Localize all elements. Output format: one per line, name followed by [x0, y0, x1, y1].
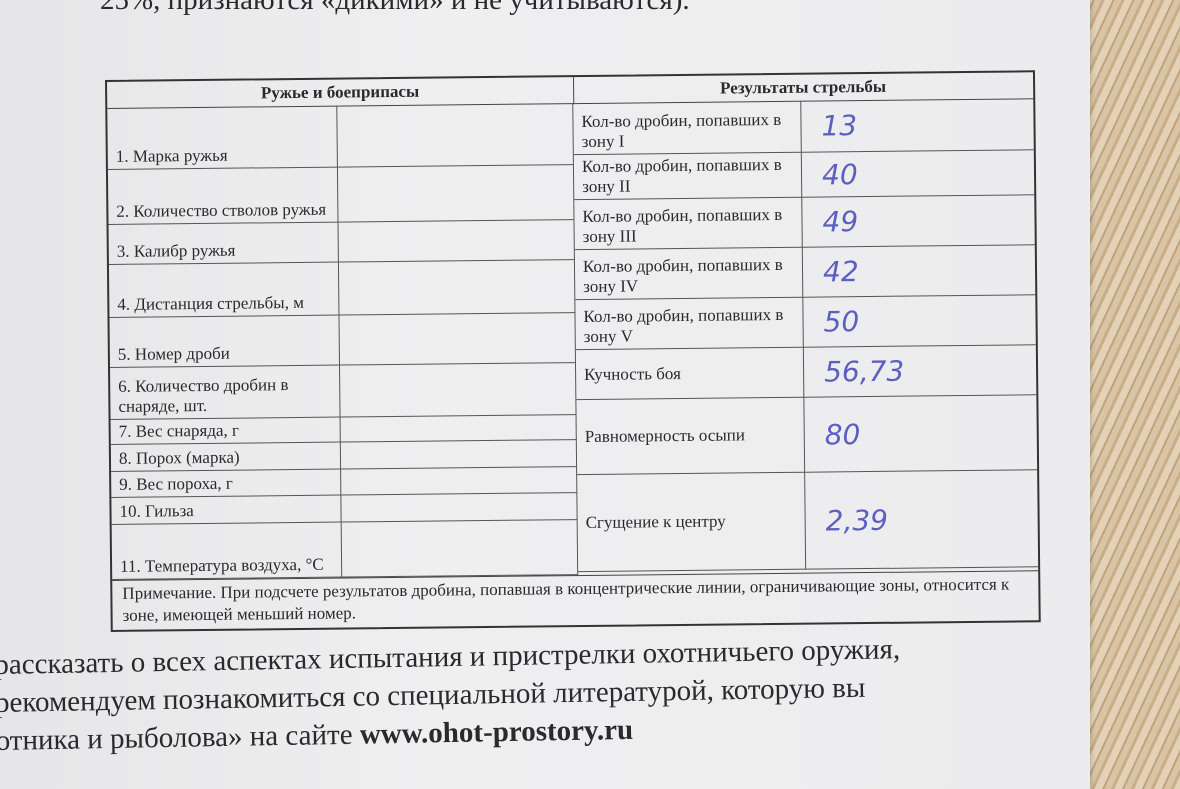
- result-label: Кол-во дробин, попавших в зону II: [573, 152, 803, 201]
- gun-param-value[interactable]: [341, 467, 578, 496]
- result-handwritten-value[interactable]: 42: [802, 245, 1036, 298]
- gun-param-label: 6. Количество дробин в снаряде, шт.: [110, 365, 341, 420]
- gun-param-value[interactable]: [339, 313, 576, 366]
- gun-param-value[interactable]: [341, 520, 579, 578]
- result-handwritten-value[interactable]: 49: [802, 195, 1035, 248]
- website-link[interactable]: www.ohot-prostory.ru: [359, 713, 634, 751]
- table-note: Примечание. При подсчете результатов дро…: [112, 570, 1039, 629]
- bottom-text: рассказать о всех аспектах испытания и п…: [0, 630, 902, 760]
- result-label: Сгущение к центру: [577, 472, 807, 573]
- wood-background: [1075, 0, 1180, 789]
- gun-param-value[interactable]: [340, 363, 577, 418]
- result-label: Кол-во дробин, попавших в зону III: [574, 197, 803, 251]
- result-label: Кучность боя: [575, 347, 805, 401]
- gun-param-label: 5. Номер дроби: [109, 315, 341, 368]
- result-handwritten-value[interactable]: 13: [801, 98, 1034, 153]
- gun-param-value[interactable]: [341, 493, 578, 523]
- gun-param-value[interactable]: [340, 415, 577, 443]
- result-label: Кол-во дробин, попавших в зону V: [575, 297, 804, 351]
- gun-param-value[interactable]: [338, 220, 575, 263]
- intro-text: 25%, признаются «дикими» и не учитываютс…: [100, 0, 690, 16]
- result-label: Равномерность осыпи: [576, 397, 806, 476]
- gun-param-label: 2. Количество стволов ружья: [107, 167, 339, 225]
- gun-param-label: 3. Калибр ружья: [108, 222, 339, 265]
- gun-param-value[interactable]: [337, 165, 575, 223]
- result-handwritten-value[interactable]: 40: [801, 150, 1035, 198]
- result-label: Кол-во дробин, попавших в зону I: [573, 100, 802, 156]
- gun-param-value[interactable]: [340, 440, 578, 470]
- gun-param-label: 10. Гильза: [111, 495, 342, 525]
- result-label: Кол-во дробин, попавших в зону IV: [574, 247, 804, 301]
- result-handwritten-value[interactable]: 80: [804, 395, 1038, 473]
- result-handwritten-value[interactable]: 50: [803, 295, 1036, 348]
- document-page: 25%, признаются «дикими» и не учитываютс…: [0, 0, 1090, 789]
- gun-param-label: 1. Марка ружья: [107, 105, 338, 170]
- gun-param-label: 11. Температура воздуха, °C: [111, 522, 343, 580]
- result-handwritten-value[interactable]: 2,39: [805, 470, 1039, 570]
- result-handwritten-value[interactable]: 56,73: [803, 345, 1037, 398]
- gun-param-label: 7. Вес снаряда, г: [110, 417, 341, 445]
- gun-param-value[interactable]: [338, 260, 576, 316]
- gun-param-label: 4. Дистанция стрельбы, м: [108, 262, 340, 318]
- results-table: Ружье и боеприпасы Результаты стрельбы 1…: [105, 70, 1041, 632]
- gun-param-label: 9. Вес пороха, г: [111, 469, 342, 498]
- bottom-line-3: отника и рыболова» на сайте: [0, 718, 353, 757]
- gun-param-value[interactable]: [337, 103, 574, 168]
- gun-param-label: 8. Порох (марка): [110, 442, 342, 472]
